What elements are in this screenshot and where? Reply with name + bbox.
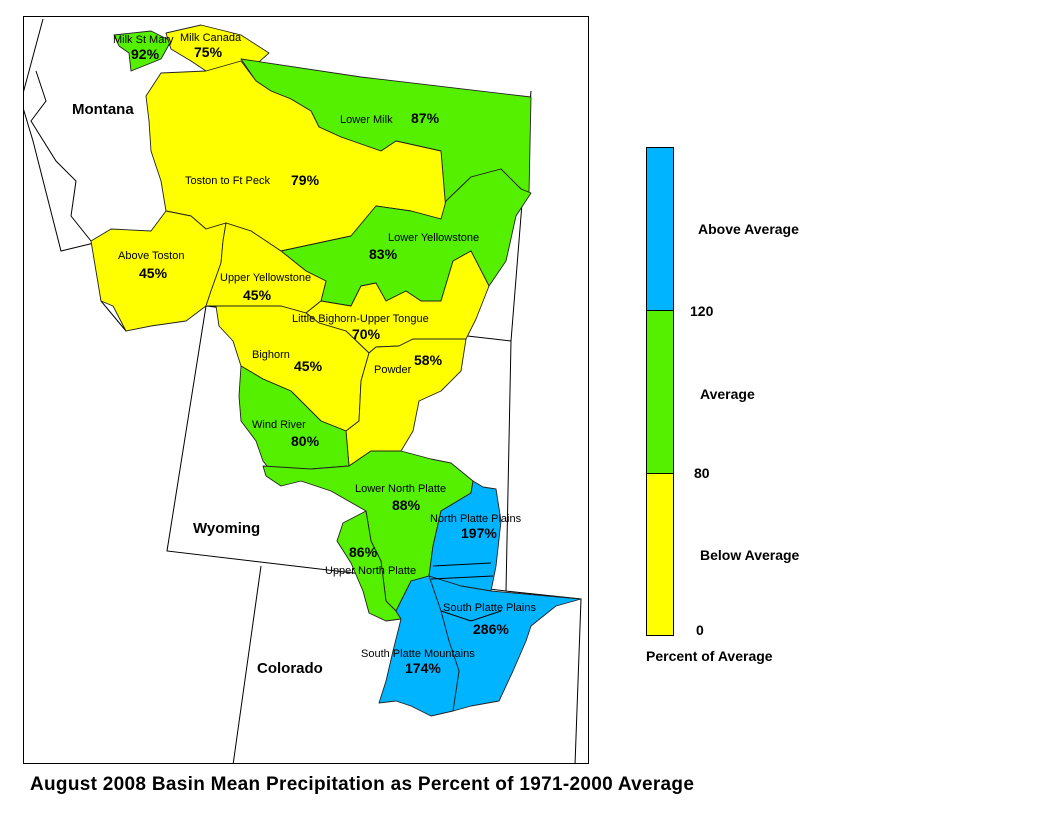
- basin-name-lower-milk: Lower Milk: [340, 114, 393, 126]
- legend-swatch-above: [646, 147, 674, 311]
- map-title: August 2008 Basin Mean Precipitation as …: [30, 774, 695, 795]
- legend-label-above: Above Average: [698, 221, 799, 237]
- basin-pct-lower-milk: 87%: [411, 110, 440, 126]
- wyoming-outline: [166, 305, 512, 592]
- legend-min: 0: [696, 622, 704, 638]
- basin-pct-north-platte-plains: 197%: [461, 525, 497, 541]
- basin-name-upper-yellowstone: Upper Yellowstone: [220, 272, 311, 284]
- south-platte-plains-subdivision: [440, 610, 502, 622]
- basin-name-lower-yellowstone: Lower Yellowstone: [388, 232, 479, 244]
- legend-label-average: Average: [700, 386, 755, 402]
- legend-label-below: Below Average: [700, 547, 800, 563]
- legend-break-high: 120: [690, 303, 714, 319]
- basin-pct-powder: 58%: [414, 352, 443, 368]
- basin-name-little-bighorn: Little Bighorn-Upper Tongue: [292, 313, 429, 325]
- basin-pct-south-platte-mountains: 174%: [405, 660, 441, 676]
- basin-pct-toston-ft-peck: 79%: [291, 172, 320, 188]
- basin-name-lower-north-platte: Lower North Platte: [355, 483, 446, 495]
- basin-name-bighorn: Bighorn: [252, 349, 290, 361]
- basin-powder[interactable]: [345, 338, 467, 467]
- basin-name-upper-north-platte: Upper North Platte: [325, 565, 416, 577]
- legend-swatch-average: [646, 310, 674, 474]
- legend-swatch-below: [646, 473, 674, 636]
- state-label-wyoming: Wyoming: [193, 520, 260, 537]
- basin-name-south-platte-plains: South Platte Plains: [443, 602, 536, 614]
- basin-pct-lower-north-platte: 88%: [392, 497, 421, 513]
- basin-name-above-toston: Above Toston: [118, 250, 184, 262]
- basin-pct-south-platte-plains: 286%: [473, 621, 509, 637]
- basin-map: Montana Wyoming Colorado Milk St Mary 92…: [24, 18, 582, 763]
- basin-name-milk-canada: Milk Canada: [180, 32, 242, 44]
- basin-name-south-platte-mountains: South Platte Mountains: [361, 648, 475, 660]
- basin-pct-milk-st-mary: 92%: [131, 46, 160, 62]
- basin-pct-milk-canada: 75%: [194, 44, 223, 60]
- north-platte-plains-subdivision: [430, 562, 494, 580]
- basin-pct-above-toston: 45%: [139, 265, 168, 281]
- basin-pct-upper-north-platte: 86%: [349, 544, 378, 560]
- map-frame: Montana Wyoming Colorado Milk St Mary 92…: [23, 16, 589, 764]
- legend-break-low: 80: [694, 465, 710, 481]
- basin-name-milk-st-mary: Milk St Mary: [113, 34, 174, 46]
- legend-caption: Percent of Average: [646, 648, 773, 664]
- basin-south-platte-mountains[interactable]: [378, 575, 460, 717]
- basin-name-powder: Powder: [374, 364, 412, 376]
- state-label-montana: Montana: [72, 101, 134, 118]
- basin-pct-little-bighorn: 70%: [352, 326, 381, 342]
- basin-name-north-platte-plains: North Platte Plains: [430, 513, 522, 525]
- basin-name-wind-river: Wind River: [252, 419, 306, 431]
- basin-pct-bighorn: 45%: [294, 358, 323, 374]
- montana-mountain-border: [30, 70, 92, 242]
- basin-name-toston-ft-peck: Toston to Ft Peck: [185, 175, 270, 187]
- basin-pct-upper-yellowstone: 45%: [243, 287, 272, 303]
- state-label-colorado: Colorado: [257, 660, 323, 677]
- basin-pct-lower-yellowstone: 83%: [369, 246, 398, 262]
- basin-pct-wind-river: 80%: [291, 433, 320, 449]
- basin-milk-st-mary[interactable]: [113, 30, 172, 72]
